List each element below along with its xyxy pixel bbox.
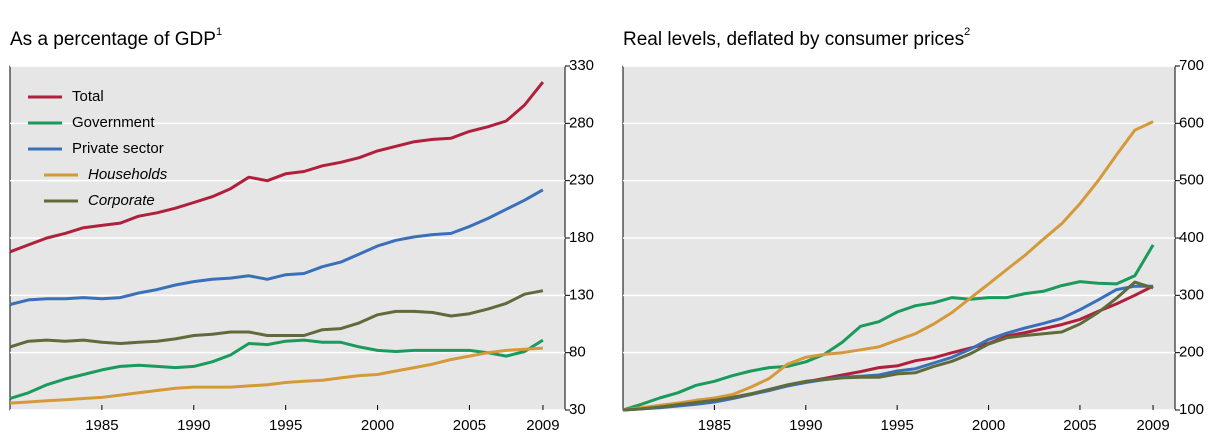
series-line	[622, 280, 1154, 412]
y-tick-label: 330	[569, 57, 594, 74]
y-tick-label: 180	[569, 229, 594, 246]
y-tick-label: 230	[569, 172, 594, 189]
y-tick-label: 300	[1179, 286, 1204, 303]
x-tick-label: 2000	[972, 417, 1005, 434]
panel-title: Real levels, deflated by consumer prices…	[623, 26, 970, 50]
x-tick-label: 2005	[1063, 417, 1096, 434]
y-tick-label: 100	[1179, 401, 1204, 418]
series-line	[622, 120, 1154, 412]
x-tick-label: 1995	[269, 417, 302, 434]
x-tick-label: 2000	[361, 417, 394, 434]
x-tick-label: 2009	[526, 417, 559, 434]
series-line	[9, 188, 544, 306]
y-tick-label: 400	[1179, 229, 1204, 246]
x-tick-label: 2005	[453, 417, 486, 434]
series-line	[622, 244, 1155, 412]
title-note: 2	[964, 26, 970, 38]
panel-title: As a percentage of GDP1	[10, 26, 222, 50]
y-tick-label: 280	[569, 114, 594, 131]
legend-label: Government	[72, 114, 155, 131]
x-tick-label: 1990	[789, 417, 822, 434]
x-tick-label: 1990	[177, 417, 210, 434]
x-tick-label: 1985	[85, 417, 118, 434]
x-tick-label: 1985	[698, 417, 731, 434]
x-tick-label: 2009	[1136, 417, 1169, 434]
series-line	[622, 284, 1154, 412]
title-note: 1	[216, 26, 222, 38]
series-line	[9, 81, 545, 254]
legend-label: Households	[88, 166, 168, 183]
y-tick-label: 600	[1179, 114, 1204, 131]
y-tick-label: 80	[569, 344, 586, 361]
series-line	[9, 338, 544, 400]
x-tick-label: 1995	[880, 417, 913, 434]
title-text: As a percentage of GDP	[10, 29, 216, 50]
legend-label: Corporate	[88, 192, 155, 209]
y-tick-label: 30	[569, 401, 586, 418]
y-tick-label: 500	[1179, 172, 1204, 189]
y-tick-label: 200	[1179, 344, 1204, 361]
legend-label: Private sector	[72, 140, 164, 157]
series-line	[9, 346, 543, 405]
title-text: Real levels, deflated by consumer prices	[623, 29, 964, 50]
y-tick-label: 700	[1179, 57, 1204, 74]
series-line	[9, 289, 544, 349]
y-tick-label: 130	[569, 286, 594, 303]
legend-label: Total	[72, 88, 104, 105]
